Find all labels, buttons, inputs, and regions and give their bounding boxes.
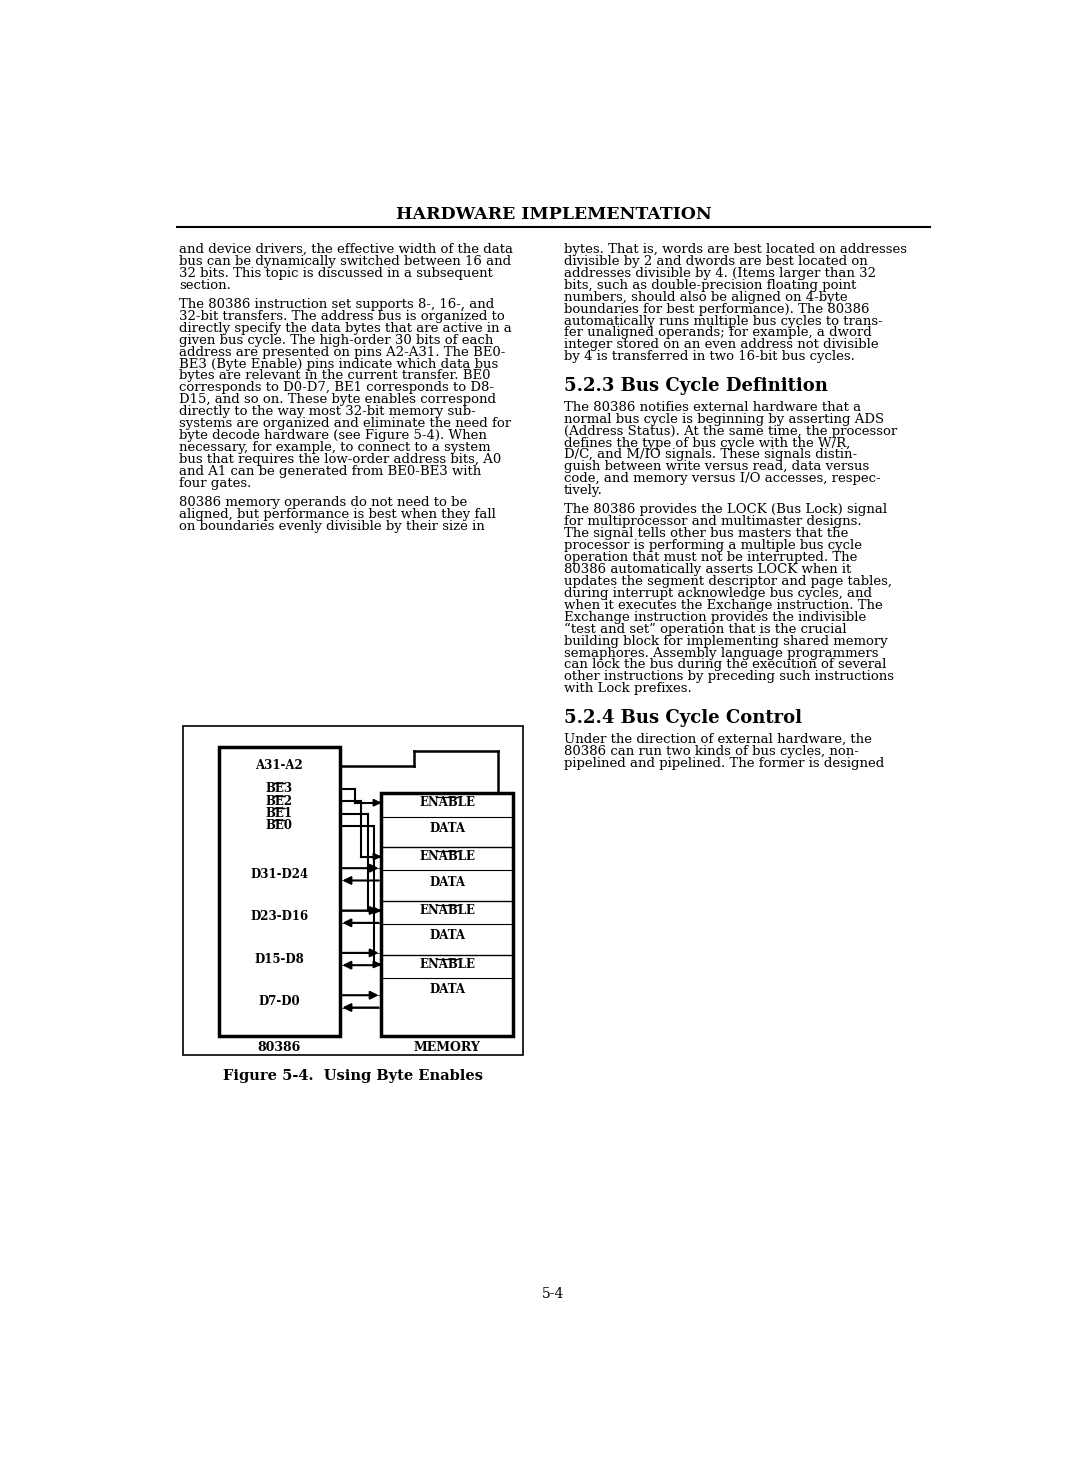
- Text: The signal tells other bus masters that the: The signal tells other bus masters that …: [564, 527, 848, 540]
- Text: when it executes the Exchange instruction. The: when it executes the Exchange instructio…: [564, 599, 882, 612]
- Bar: [183, 726, 523, 1056]
- Text: guish between write versus read, data versus: guish between write versus read, data ve…: [564, 460, 868, 473]
- Text: operation that must not be interrupted. The: operation that must not be interrupted. …: [564, 552, 856, 563]
- Text: ENABLE: ENABLE: [419, 850, 475, 864]
- Text: D/C, and M/IO signals. These signals distin-: D/C, and M/IO signals. These signals dis…: [564, 448, 856, 461]
- Text: necessary, for example, to connect to a system: necessary, for example, to connect to a …: [179, 441, 490, 454]
- Text: directly to the way most 32-bit memory sub-: directly to the way most 32-bit memory s…: [179, 405, 476, 419]
- Text: D15, and so on. These byte enables correspond: D15, and so on. These byte enables corre…: [179, 393, 496, 407]
- Text: BE2: BE2: [266, 794, 293, 808]
- Text: BE0: BE0: [266, 819, 293, 833]
- Text: building block for implementing shared memory: building block for implementing shared m…: [564, 634, 888, 648]
- Text: corresponds to D0-D7, BE1 corresponds to D8-: corresponds to D0-D7, BE1 corresponds to…: [179, 382, 495, 395]
- Text: “test and set” operation that is the crucial: “test and set” operation that is the cru…: [564, 623, 847, 636]
- Text: by 4 is transferred in two 16-bit bus cycles.: by 4 is transferred in two 16-bit bus cy…: [564, 351, 854, 364]
- Text: bytes are relevant in the current transfer. BE0: bytes are relevant in the current transf…: [179, 370, 490, 383]
- Text: code, and memory versus I/O accesses, respec-: code, and memory versus I/O accesses, re…: [564, 472, 880, 485]
- Text: systems are organized and eliminate the need for: systems are organized and eliminate the …: [179, 417, 511, 430]
- Text: 80386: 80386: [257, 1041, 300, 1055]
- Text: divisible by 2 and dwords are best located on: divisible by 2 and dwords are best locat…: [564, 254, 867, 268]
- Text: D15-D8: D15-D8: [254, 952, 305, 966]
- Text: given bus cycle. The high-order 30 bits of each: given bus cycle. The high-order 30 bits …: [179, 334, 494, 346]
- Text: HARDWARE IMPLEMENTATION: HARDWARE IMPLEMENTATION: [395, 206, 712, 223]
- Text: directly specify the data bytes that are active in a: directly specify the data bytes that are…: [179, 322, 512, 334]
- Text: 32 bits. This topic is discussed in a subsequent: 32 bits. This topic is discussed in a su…: [179, 266, 494, 280]
- Text: Under the direction of external hardware, the: Under the direction of external hardware…: [564, 732, 872, 745]
- Text: ENABLE: ENABLE: [419, 796, 475, 809]
- Text: and A1 can be generated from BE0-BE3 with: and A1 can be generated from BE0-BE3 wit…: [179, 464, 482, 478]
- Text: other instructions by preceding such instructions: other instructions by preceding such ins…: [564, 670, 893, 683]
- Text: 80386 automatically asserts LOCK when it: 80386 automatically asserts LOCK when it: [564, 563, 851, 575]
- Text: four gates.: four gates.: [179, 476, 252, 490]
- Text: DATA: DATA: [430, 822, 465, 834]
- Bar: [218, 747, 339, 1035]
- Text: Exchange instruction provides the indivisible: Exchange instruction provides the indivi…: [564, 611, 866, 624]
- Text: updates the segment descriptor and page tables,: updates the segment descriptor and page …: [564, 575, 892, 589]
- Text: The 80386 notifies external hardware that a: The 80386 notifies external hardware tha…: [564, 401, 861, 414]
- Text: with Lock prefixes.: with Lock prefixes.: [564, 682, 691, 695]
- Text: DATA: DATA: [430, 984, 465, 997]
- Text: The 80386 provides the LOCK (Bus Lock) signal: The 80386 provides the LOCK (Bus Lock) s…: [564, 503, 887, 516]
- Text: defines the type of bus cycle with the W/R,: defines the type of bus cycle with the W…: [564, 436, 850, 450]
- Text: 80386 can run two kinds of bus cycles, non-: 80386 can run two kinds of bus cycles, n…: [564, 744, 859, 757]
- Text: D31-D24: D31-D24: [251, 868, 308, 881]
- Text: BE3 (Byte Enable) pins indicate which data bus: BE3 (Byte Enable) pins indicate which da…: [179, 358, 499, 371]
- Text: byte decode hardware (see Figure 5-4). When: byte decode hardware (see Figure 5-4). W…: [179, 429, 487, 442]
- Text: pipelined and pipelined. The former is designed: pipelined and pipelined. The former is d…: [564, 757, 883, 769]
- Text: boundaries for best performance). The 80386: boundaries for best performance). The 80…: [564, 303, 869, 315]
- Text: on boundaries evenly divisible by their size in: on boundaries evenly divisible by their …: [179, 519, 485, 532]
- Text: processor is performing a multiple bus cycle: processor is performing a multiple bus c…: [564, 540, 862, 552]
- Text: ENABLE: ENABLE: [419, 958, 475, 970]
- Text: D7-D0: D7-D0: [258, 995, 300, 1007]
- Text: can lock the bus during the execution of several: can lock the bus during the execution of…: [564, 658, 886, 671]
- Text: bits, such as double-precision floating point: bits, such as double-precision floating …: [564, 278, 856, 291]
- Text: MEMORY: MEMORY: [414, 1041, 481, 1055]
- Text: 5-4: 5-4: [542, 1287, 565, 1302]
- Text: aligned, but performance is best when they fall: aligned, but performance is best when th…: [179, 507, 496, 521]
- Text: section.: section.: [179, 278, 231, 291]
- Text: ENABLE: ENABLE: [419, 904, 475, 917]
- Text: The 80386 instruction set supports 8-, 16-, and: The 80386 instruction set supports 8-, 1…: [179, 297, 495, 311]
- Text: Figure 5-4.  Using Byte Enables: Figure 5-4. Using Byte Enables: [222, 1069, 483, 1083]
- Text: bytes. That is, words are best located on addresses: bytes. That is, words are best located o…: [564, 243, 906, 256]
- Text: bus can be dynamically switched between 16 and: bus can be dynamically switched between …: [179, 254, 511, 268]
- Text: addresses divisible by 4. (Items larger than 32: addresses divisible by 4. (Items larger …: [564, 266, 876, 280]
- Text: (Address Status). At the same time, the processor: (Address Status). At the same time, the …: [564, 424, 896, 438]
- Text: integer stored on an even address not divisible: integer stored on an even address not di…: [564, 339, 878, 352]
- Text: numbers, should also be aligned on 4-byte: numbers, should also be aligned on 4-byt…: [564, 291, 847, 303]
- Text: address are presented on pins A2-A31. The BE0-: address are presented on pins A2-A31. Th…: [179, 346, 505, 358]
- Text: BE1: BE1: [266, 808, 293, 819]
- Text: 80386 memory operands do not need to be: 80386 memory operands do not need to be: [179, 495, 468, 509]
- Text: normal bus cycle is beginning by asserting ADS: normal bus cycle is beginning by asserti…: [564, 413, 883, 426]
- Text: semaphores. Assembly language programmers: semaphores. Assembly language programmer…: [564, 646, 878, 660]
- Text: DATA: DATA: [430, 929, 465, 942]
- Text: during interrupt acknowledge bus cycles, and: during interrupt acknowledge bus cycles,…: [564, 587, 872, 600]
- Text: A31-A2: A31-A2: [255, 759, 303, 772]
- Text: and device drivers, the effective width of the data: and device drivers, the effective width …: [179, 243, 513, 256]
- Text: D23-D16: D23-D16: [251, 910, 308, 923]
- Bar: [381, 793, 513, 1035]
- Text: DATA: DATA: [430, 876, 465, 889]
- Text: fer unaligned operands; for example, a dword: fer unaligned operands; for example, a d…: [564, 327, 872, 340]
- Text: BE3: BE3: [266, 782, 293, 796]
- Text: bus that requires the low-order address bits, A0: bus that requires the low-order address …: [179, 453, 501, 466]
- Text: 5.2.4 Bus Cycle Control: 5.2.4 Bus Cycle Control: [564, 708, 801, 726]
- Text: for multiprocessor and multimaster designs.: for multiprocessor and multimaster desig…: [564, 515, 861, 528]
- Text: tively.: tively.: [564, 484, 603, 497]
- Text: 32-bit transfers. The address bus is organized to: 32-bit transfers. The address bus is org…: [179, 309, 505, 322]
- Text: 5.2.3 Bus Cycle Definition: 5.2.3 Bus Cycle Definition: [564, 377, 827, 395]
- Text: automatically runs multiple bus cycles to trans-: automatically runs multiple bus cycles t…: [564, 315, 882, 327]
